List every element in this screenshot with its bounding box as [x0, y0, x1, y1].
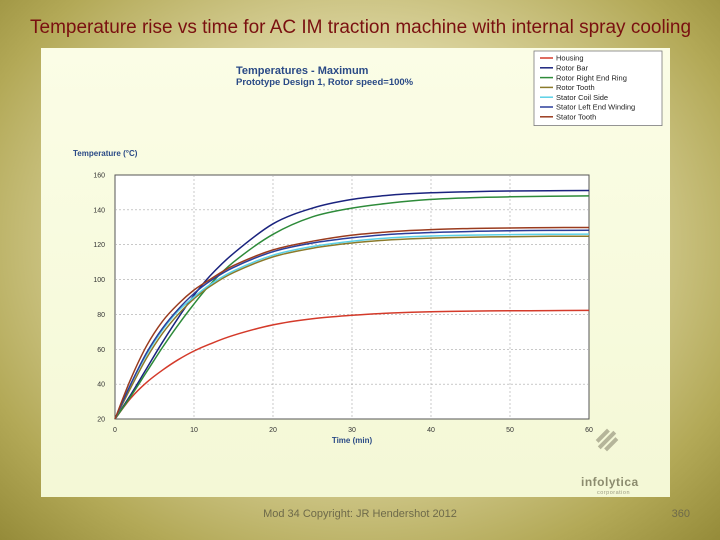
- x-tick-label: 0: [113, 427, 117, 434]
- infolytica-logo-icon: [595, 428, 619, 452]
- chart-title: Temperatures - Maximum: [236, 65, 369, 77]
- series-line-3: [114, 235, 590, 420]
- y-tick-label: 140: [93, 207, 105, 214]
- y-tick-label: 60: [97, 347, 105, 354]
- copyright-footer: Mod 34 Copyright: JR Hendershot 2012: [263, 508, 457, 520]
- legend-box: [533, 50, 663, 126]
- legend-item: Stator Tooth: [556, 113, 596, 122]
- series-line-0: [114, 309, 590, 420]
- y-tick-label: 20: [97, 417, 105, 424]
- series-line-2: [114, 195, 590, 420]
- x-tick-label: 30: [348, 427, 356, 434]
- temperature-chart: Temperatures - Maximum Prototype Design …: [73, 50, 663, 496]
- logo-name: infolytica: [581, 475, 639, 489]
- x-tick-label: 10: [190, 427, 198, 434]
- series-line-6: [114, 226, 590, 420]
- x-axis-label: Time (min): [332, 436, 373, 445]
- x-tick-label: 40: [427, 427, 435, 434]
- y-tick-label: 120: [93, 242, 105, 249]
- legend-item: Rotor Right End Ring: [556, 73, 627, 82]
- legend-item: Rotor Bar: [556, 64, 589, 73]
- chart-subtitle: Prototype Design 1, Rotor speed=100%: [236, 77, 414, 88]
- series-line-4: [114, 233, 590, 420]
- series-line-5: [114, 229, 590, 420]
- legend-item: Stator Coil Side: [556, 93, 608, 102]
- legend-item: Stator Left End Winding: [556, 103, 635, 112]
- page-number: 360: [671, 508, 690, 520]
- logo-sub: corporation: [597, 490, 630, 496]
- y-tick-label: 100: [93, 277, 105, 284]
- series-line-1: [114, 189, 590, 420]
- y-tick-label: 80: [97, 312, 105, 319]
- x-tick-label: 60: [585, 427, 593, 434]
- infolytica-logo: infolytica corporation: [581, 428, 639, 496]
- x-tick-label: 50: [506, 427, 514, 434]
- slide-title: Temperature rise vs time for AC IM tract…: [30, 17, 690, 38]
- chart-panel: Temperatures - Maximum Prototype Design …: [41, 48, 670, 497]
- y-tick-label: 40: [97, 382, 105, 389]
- legend-item: Rotor Tooth: [556, 83, 595, 92]
- y-axis-label: Temperature (°C): [73, 149, 138, 158]
- legend-item: Housing: [556, 54, 584, 63]
- y-tick-label: 160: [93, 173, 105, 180]
- x-tick-label: 20: [269, 427, 277, 434]
